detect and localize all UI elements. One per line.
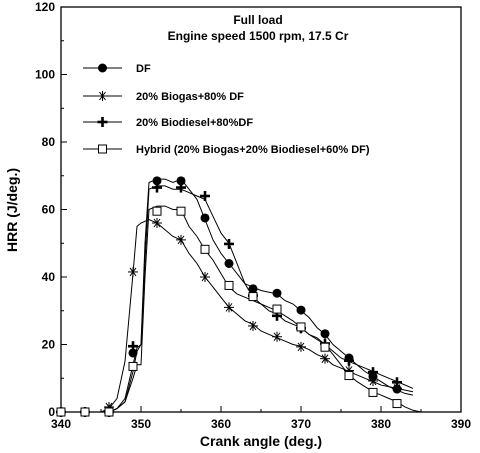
series-lines [61, 178, 422, 413]
legend-marker [97, 91, 108, 101]
legend-label: 20% Biodiesel+80%DF [136, 117, 253, 129]
series-4-point [104, 407, 114, 417]
series-3-point [128, 341, 138, 352]
series-4-point [200, 244, 210, 254]
series-4-point [80, 407, 90, 417]
series-line-2 [61, 219, 414, 413]
series-3-point [344, 355, 354, 366]
series-3-point [152, 182, 162, 193]
x-axis-title: Crank angle (deg.) [200, 433, 322, 449]
series-2-point [368, 375, 378, 386]
series-1-point [224, 259, 234, 268]
x-tick-label: 350 [131, 417, 151, 431]
y-tick-label: 60 [42, 203, 56, 217]
series-4-point [176, 206, 186, 216]
legend-label: DF [136, 63, 151, 75]
legend-marker [97, 117, 108, 127]
series-4-point [248, 292, 258, 302]
series-2-point [296, 341, 306, 352]
y-tick-label: 20 [42, 338, 56, 352]
legend-marker [98, 63, 107, 73]
series-2-point [152, 218, 162, 228]
x-tick-label: 360 [211, 417, 231, 431]
series-1-point [176, 176, 186, 186]
series-line-1 [61, 178, 414, 413]
y-tick-label: 120 [35, 0, 55, 14]
legend: DF 20% Biogas+80% DF 20% Biodiesel+80%DF Hy… [83, 63, 370, 156]
series-2-point [272, 331, 282, 342]
series-4-point [392, 399, 402, 409]
x-tick-label: 370 [291, 417, 311, 431]
series-1-point [128, 348, 138, 358]
series-markers [56, 176, 402, 417]
series-4-point [56, 407, 66, 417]
series-3-point [200, 191, 210, 201]
series-line-4 [61, 205, 422, 413]
series-2-point [248, 320, 258, 331]
series-4-point [224, 280, 234, 290]
series-2-point [224, 302, 234, 313]
series-4-point [344, 371, 354, 381]
series-2-point [128, 266, 138, 277]
y-axis-title: HRR (J/deg.) [4, 168, 20, 252]
x-tick-label: 390 [451, 417, 471, 431]
series-1-point [272, 288, 282, 298]
y-tick-label: 40 [42, 270, 56, 284]
chart-title: Full load [233, 13, 282, 27]
series-2-point [200, 272, 210, 282]
series-1-point [296, 305, 306, 315]
series-1-point [248, 284, 258, 294]
series-4-point [128, 361, 138, 371]
series-3-point [176, 182, 186, 193]
series-2-point [176, 234, 186, 245]
y-tick-label: 100 [35, 68, 55, 82]
legend-label: 20% Biogas+80% DF [136, 91, 244, 103]
series-1-point [320, 329, 330, 339]
series-4-point [152, 206, 162, 216]
legend-label: Hybrid (20% Biogas+20% Biodiesel+60% DF) [136, 144, 370, 156]
x-tick-label: 340 [51, 417, 71, 431]
y-tick-label: 0 [48, 405, 55, 419]
series-4-point [296, 322, 306, 332]
series-2-point [320, 353, 330, 364]
legend-marker [98, 144, 107, 154]
series-1-point [200, 213, 210, 223]
series-line-3 [61, 185, 414, 413]
series-1-point [152, 176, 162, 186]
series-3-point [392, 377, 402, 388]
chart-subtitle: Engine speed 1500 rpm, 17.5 Cr [168, 29, 349, 43]
series-4-point [272, 304, 282, 314]
y-tick-label: 80 [42, 135, 56, 149]
series-4-point [368, 387, 378, 397]
x-tick-label: 380 [371, 417, 391, 431]
series-3-point [224, 238, 234, 249]
series-4-point [320, 342, 330, 352]
series-3-point [368, 367, 378, 378]
